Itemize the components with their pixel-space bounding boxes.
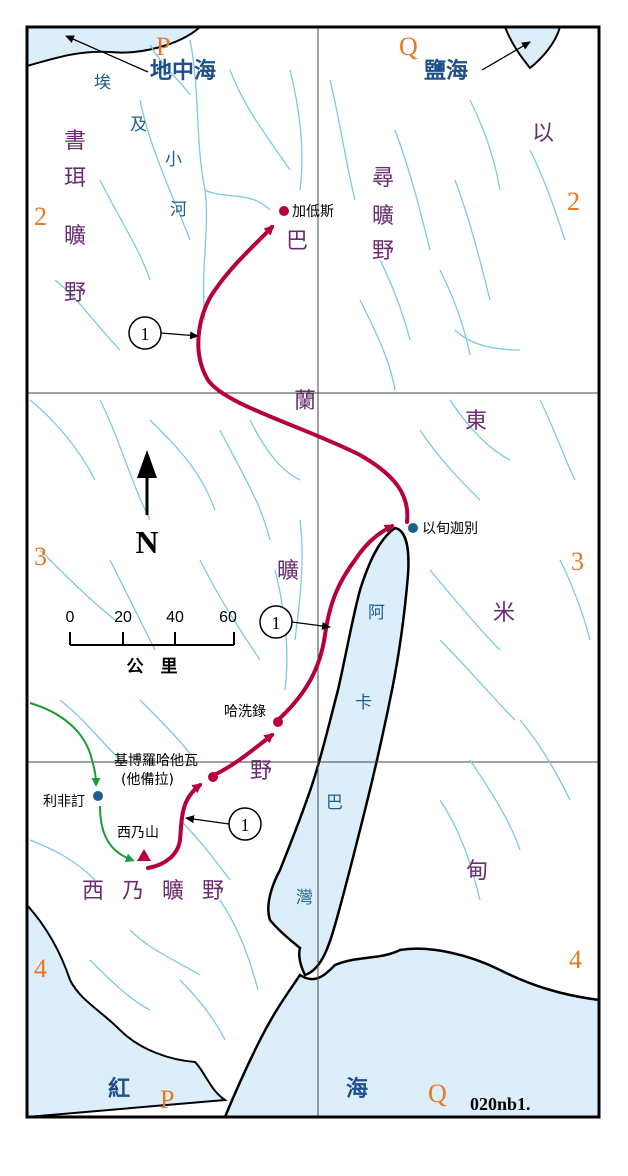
map-code: 020nb1. (470, 1094, 531, 1114)
route-marker-label: 1 (241, 815, 250, 835)
scale-tick-label: 40 (166, 609, 184, 626)
gulf-of-aqaba-char: 卡 (355, 693, 372, 713)
route-segment-kibroth-to-hazeroth (212, 733, 275, 777)
route-segment-sinai-to-kibroth (146, 783, 203, 870)
green-route-segment-1 (29, 702, 101, 787)
green-route-segment-2 (99, 805, 135, 863)
wadi-network (29, 39, 591, 1041)
region-sinai: 西 乃 曠 野 (82, 879, 224, 904)
route-marker-sinai: 1 (185, 807, 262, 841)
region-paran-char: 曠 (277, 559, 299, 584)
route-marker-kadesh: 1 (128, 316, 199, 350)
region-sinai-char: 西 (82, 879, 104, 904)
mediterranean-pointer (65, 35, 149, 73)
place-eziongeber: 以旬迦別 (422, 521, 478, 537)
route-marker-label: 1 (272, 613, 281, 633)
region-shur-char: 書 (64, 129, 86, 154)
grid-label-row-3-right: 3 (571, 547, 584, 576)
region-zin-char: 野 (372, 239, 394, 264)
eziongeber-dot (408, 523, 418, 533)
kibroth-dot (208, 772, 218, 782)
red-sea-label-2: 海 (346, 1076, 368, 1102)
region-shur-char: 曠 (64, 224, 86, 249)
brook-of-egypt-char: 及 (130, 115, 147, 135)
gulf-of-aqaba-char: 阿 (368, 603, 385, 623)
grid-label-bottom-right: Q (428, 1079, 447, 1108)
region-paran-char: 野 (250, 759, 272, 784)
grid-label-top-left: P (156, 32, 170, 61)
scale-tick-label: 20 (114, 609, 132, 626)
brook-of-egypt-char: 小 (165, 150, 182, 170)
brook-of-egypt-char: 埃 (94, 73, 111, 93)
place-hazeroth: 哈洗錄 (224, 704, 266, 720)
scale-tick-label: 0 (66, 609, 75, 626)
region-sinai-char: 野 (202, 879, 224, 904)
place-rephidim: 利非訂 (43, 794, 85, 810)
route-segment-hazeroth-to-eziongeber (276, 524, 395, 722)
scale-tick-label: 60 (219, 609, 237, 626)
map-frame (25, 25, 601, 1119)
label-brook-of-egypt: 埃 及 小 河 (94, 73, 187, 220)
place-mount-sinai: 西乃山 (117, 825, 159, 841)
place-taberah: (他備拉) (121, 772, 174, 788)
scale-unit: 公 里 (127, 657, 178, 677)
exodus-route (146, 224, 410, 870)
region-paran-char: 蘭 (294, 389, 316, 414)
rephidim-dot (93, 791, 103, 801)
route-marker-label: 1 (141, 324, 150, 344)
mediterranean-label: 地中海 (150, 58, 216, 84)
region-midian-char: 米 (493, 601, 515, 626)
grid-label-row-4-left: 4 (34, 954, 47, 983)
scale-bar: 0 20 40 60 公 里 (66, 609, 237, 677)
region-sinai-char: 乃 (122, 879, 144, 904)
region-sinai-char: 曠 (162, 879, 184, 904)
region-edom-char: 東 (465, 409, 487, 434)
north-label: N (135, 524, 158, 560)
route-marker-paran: 1 (259, 605, 331, 639)
label-gulf-of-aqaba: 阿 卡 巴 灣 (296, 603, 385, 908)
place-kibroth: 基博羅哈他瓦 (114, 752, 198, 769)
dead-sea-label: 鹽海 (424, 58, 468, 84)
region-midian-char: 甸 (466, 859, 488, 884)
region-shur-char: 珥 (64, 166, 86, 191)
gulf-of-aqaba-char: 灣 (296, 888, 313, 908)
region-edom-char: 以 (532, 121, 554, 146)
route-marker-pointer (160, 331, 199, 340)
grid-label-row-3-left: 3 (34, 542, 47, 571)
green-route (29, 702, 135, 863)
place-kadesh: 加低斯 (292, 204, 334, 220)
brook-of-egypt-char: 河 (170, 200, 187, 220)
region-zin-char: 尋 (372, 166, 394, 191)
region-edom: 以 東 (465, 121, 554, 434)
north-arrow: N (135, 450, 159, 560)
region-midian: 米 甸 (466, 601, 515, 884)
grid-label-row-4-right: 4 (569, 945, 582, 974)
route-segment-eziongeber-to-kadesh (196, 224, 410, 524)
red-sea-label-1: 紅 (108, 1076, 130, 1102)
region-paran: 巴 蘭 曠 野 (250, 229, 316, 784)
grid-label-row-2-left: 2 (34, 202, 47, 231)
grid-label-top-right: Q (399, 32, 418, 61)
route-marker-pointer (291, 621, 331, 630)
region-paran-char: 巴 (286, 229, 308, 254)
region-zin: 尋 曠 野 (372, 166, 394, 264)
grid-label-row-2-right: 2 (567, 187, 580, 216)
region-shur-char: 野 (64, 281, 86, 306)
north-arrow-icon (137, 450, 157, 478)
gulf-of-aqaba-char: 巴 (326, 793, 343, 813)
gulf-suez-water (27, 903, 228, 1117)
region-shur: 書 珥 曠 野 (64, 129, 86, 306)
kadesh-dot (279, 206, 289, 216)
dead-sea-water (503, 27, 562, 70)
gulf-aqaba-water (267, 526, 410, 977)
dead-sea-pointer (481, 41, 531, 71)
mountain-icon (137, 849, 151, 861)
route-marker-pointer (185, 815, 230, 825)
hazeroth-dot (273, 717, 283, 727)
region-zin-char: 曠 (372, 204, 394, 229)
grid-label-bottom-left: P (160, 1085, 174, 1114)
